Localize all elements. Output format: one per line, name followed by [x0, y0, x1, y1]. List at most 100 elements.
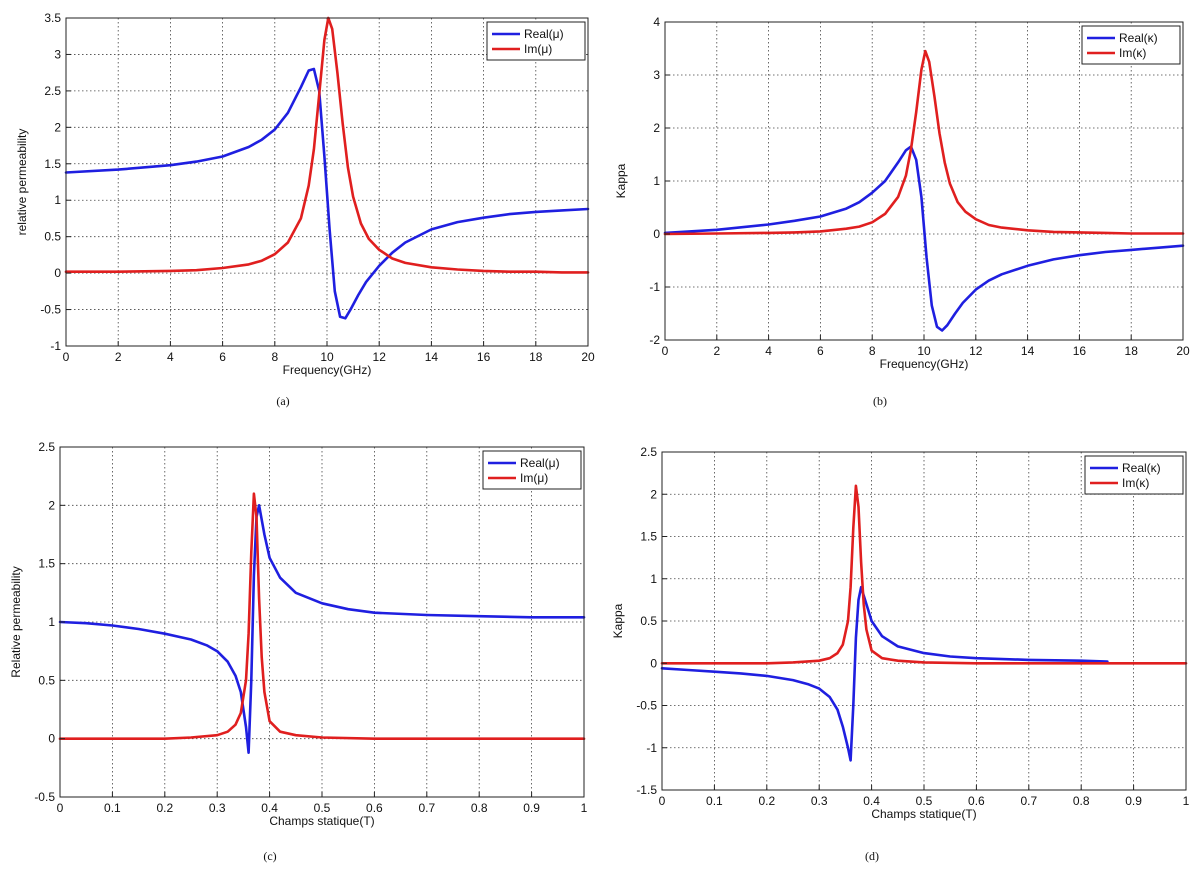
legend-entry-label: Im(κ): [1119, 46, 1146, 60]
x-tick-label: 0.9: [523, 801, 540, 815]
legend-entry-label: Real(μ): [524, 27, 564, 41]
x-tick-label: 0.5: [314, 801, 331, 815]
y-tick-label: 2.5: [640, 445, 657, 459]
y-tick-label: 0.5: [38, 673, 55, 687]
series-line-im: [660, 484, 1188, 665]
legend: Real(μ)Im(μ): [482, 450, 582, 490]
y-tick-label: -0.5: [636, 699, 657, 713]
x-tick-label: 0.2: [758, 794, 775, 808]
y-axis-label: Kappa: [614, 163, 628, 198]
x-tick-label: 14: [1021, 344, 1035, 358]
y-tick-label: 0: [653, 227, 660, 241]
x-tick-label: 0: [659, 794, 666, 808]
x-tick-label: 12: [969, 344, 983, 358]
x-tick-label: 18: [1125, 344, 1139, 358]
x-axis-label: Champs statique(T): [871, 807, 976, 821]
y-tick-label: 0: [54, 266, 61, 280]
y-tick-label: -1: [649, 280, 660, 294]
y-tick-label: -0.5: [40, 303, 61, 317]
y-tick-label: 3.5: [44, 11, 61, 25]
x-tick-label: 10: [320, 350, 334, 364]
legend-entry-label: Im(μ): [524, 42, 552, 56]
y-tick-label: -0.5: [34, 790, 55, 804]
x-tick-label: 0.9: [1125, 794, 1142, 808]
x-tick-label: 0: [57, 801, 64, 815]
x-tick-label: 20: [581, 350, 595, 364]
y-tick-label: 2: [54, 120, 61, 134]
y-tick-label: 2: [48, 498, 55, 512]
y-tick-label: 1.5: [38, 557, 55, 571]
x-tick-label: 0.1: [104, 801, 121, 815]
y-tick-label: 1.5: [640, 530, 657, 544]
panel-caption: (a): [276, 394, 289, 408]
series-line-real: [64, 67, 590, 320]
series-line-real: [58, 503, 586, 755]
y-tick-label: 1: [54, 193, 61, 207]
legend-box: [486, 21, 586, 61]
x-tick-label: 0.3: [811, 794, 828, 808]
y-axis-label: Relative permeability: [9, 566, 23, 677]
series-line-real: [663, 145, 1185, 332]
x-tick-label: 12: [373, 350, 387, 364]
x-tick-label: 0.8: [1073, 794, 1090, 808]
series-line-im: [663, 49, 1185, 236]
x-tick-label: 2: [713, 344, 720, 358]
panel-caption: (b): [873, 394, 887, 408]
x-tick-label: 0.7: [418, 801, 435, 815]
x-tick-label: 16: [477, 350, 491, 364]
x-tick-label: 20: [1176, 344, 1190, 358]
x-tick-label: 0.8: [471, 801, 488, 815]
legend-entry-label: Real(μ): [520, 456, 560, 470]
y-tick-label: 0.5: [44, 230, 61, 244]
x-tick-label: 1: [581, 801, 588, 815]
x-axis-label: Frequency(GHz): [880, 357, 969, 371]
y-tick-label: -2: [649, 333, 660, 347]
y-tick-label: 2: [653, 121, 660, 135]
legend-box: [482, 450, 582, 490]
legend-entry-label: Im(κ): [1122, 476, 1149, 490]
x-tick-label: 0.6: [968, 794, 985, 808]
legend-entry-label: Real(κ): [1119, 31, 1158, 45]
y-tick-label: 1: [650, 572, 657, 586]
chart-panel-a: 0 2 4 6 8 10 12 14 16 18 20 -1 -0.5 0 0.5 1 1.5 2 2.5 3 3.5 F…: [15, 11, 595, 408]
y-tick-label: -1: [646, 741, 657, 755]
series-line-real: [660, 585, 1109, 762]
x-tick-label: 10: [917, 344, 931, 358]
x-tick-label: 6: [219, 350, 226, 364]
x-tick-label: 0.1: [706, 794, 723, 808]
y-tick-label: 1: [48, 615, 55, 629]
legend-entry-label: Real(κ): [1122, 461, 1161, 475]
x-tick-label: 8: [271, 350, 278, 364]
legend-box: [1081, 25, 1181, 65]
y-tick-label: 0.5: [640, 614, 657, 628]
x-tick-label: 8: [869, 344, 876, 358]
x-tick-label: 0.5: [916, 794, 933, 808]
x-tick-label: 6: [817, 344, 824, 358]
chart-panel-b: 0 2 4 6 8 10 12 14 16 18 20-2-101234Frequency(GHz)…: [614, 15, 1190, 408]
y-tick-label: 2.5: [38, 440, 55, 454]
x-tick-label: 14: [425, 350, 439, 364]
legend-box: [1084, 455, 1184, 495]
x-tick-label: 0.3: [209, 801, 226, 815]
x-tick-label: 0: [662, 344, 669, 358]
legend: Real(μ)Im(μ): [486, 21, 586, 61]
x-tick-label: 4: [167, 350, 174, 364]
legend: Real(κ)Im(κ): [1084, 455, 1184, 495]
x-tick-label: 0.7: [1020, 794, 1037, 808]
x-tick-label: 18: [529, 350, 543, 364]
x-tick-label: 0.4: [863, 794, 880, 808]
y-axis-label: relative permeability: [15, 129, 29, 236]
x-tick-label: 0.4: [261, 801, 278, 815]
x-axis-label: Frequency(GHz): [283, 363, 372, 377]
x-tick-label: 0.6: [366, 801, 383, 815]
series-line-im: [58, 492, 586, 741]
y-tick-label: 1.5: [44, 157, 61, 171]
y-tick-label: 3: [54, 47, 61, 61]
y-tick-label: -1.5: [636, 783, 657, 797]
series-line-im: [64, 16, 590, 274]
y-tick-label: 2: [650, 487, 657, 501]
x-tick-label: 16: [1073, 344, 1087, 358]
y-tick-label: 1: [653, 174, 660, 188]
x-tick-label: 0.2: [156, 801, 173, 815]
